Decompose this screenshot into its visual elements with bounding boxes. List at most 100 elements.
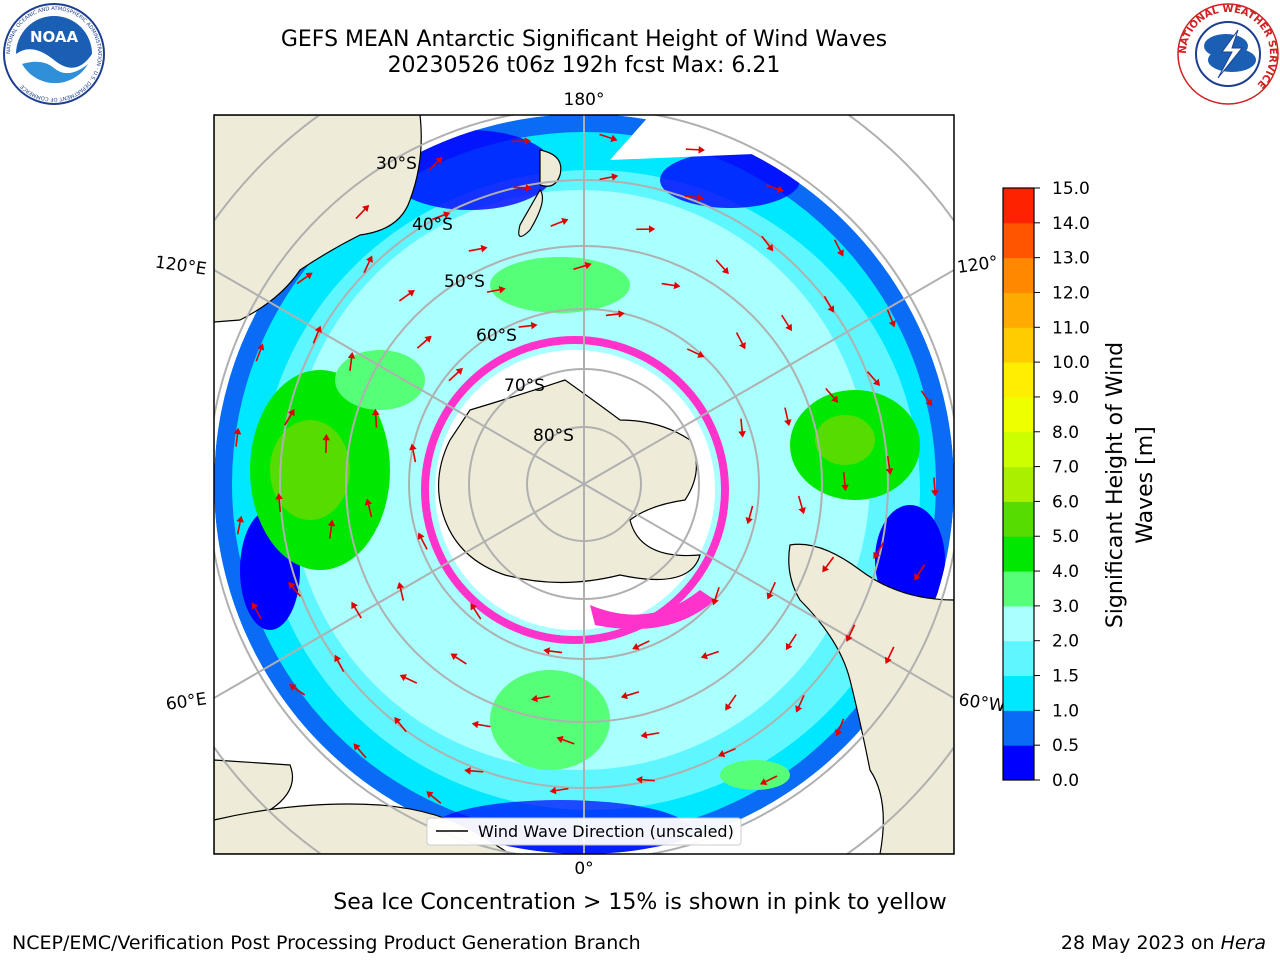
wave-direction-arrow-head xyxy=(776,185,784,193)
wave-direction-arrow-shaft xyxy=(705,650,720,657)
wave-direction-arrow-shaft xyxy=(328,524,333,539)
wave-direction-arrow-head xyxy=(745,517,753,525)
wave-direction-arrow-head xyxy=(525,184,533,192)
wave-direction-arrow-head xyxy=(873,551,880,560)
wave-direction-arrow-head xyxy=(530,694,538,703)
colorbar-tick-label: 1.0 xyxy=(1052,701,1079,721)
colorbar-tick-label: 15.0 xyxy=(1052,179,1090,199)
colorbar-tick-label: 7.0 xyxy=(1052,458,1079,478)
wave-direction-arrow-head xyxy=(718,750,726,758)
lon-label-60e: 60°E xyxy=(165,689,208,714)
wave-direction-arrow-shaft xyxy=(599,133,614,140)
wave-direction-arrow-shaft xyxy=(920,390,930,403)
wave-direction-arrow-head xyxy=(835,729,843,737)
wave-direction-arrow-shaft xyxy=(573,264,588,271)
wave-direction-arrow-head xyxy=(371,408,380,416)
wave-direction-arrow-shaft xyxy=(713,587,720,601)
wave-direction-arrow-shaft xyxy=(735,332,744,346)
lat-label-50s: 50°S xyxy=(444,272,485,292)
wave-direction-arrow-shaft xyxy=(797,495,804,510)
wave-direction-arrow-head xyxy=(289,684,297,691)
wave-direction-arrow-shaft xyxy=(253,606,262,620)
wave-direction-arrow-head xyxy=(739,341,746,350)
wave-direction-arrow-head xyxy=(549,786,557,795)
antarctica-landmass xyxy=(438,379,701,584)
wave-direction-arrow-shaft xyxy=(469,769,484,773)
wave-direction-arrow-head xyxy=(353,743,361,751)
wave-direction-arrow-shaft xyxy=(411,448,417,463)
wave-direction-arrow-shaft xyxy=(661,282,676,287)
wave-direction-arrow-shaft xyxy=(353,605,362,619)
colorbar-tick-label: 12.0 xyxy=(1052,283,1090,303)
wind-wave-direction-arrows xyxy=(233,133,939,805)
colorbar-swatch xyxy=(1003,292,1034,328)
wave-direction-arrow-head xyxy=(471,720,479,729)
colorbar-swatch xyxy=(1003,536,1034,572)
wave-direction-arrow-shaft xyxy=(636,640,650,648)
colorbar-swatch xyxy=(1003,431,1034,468)
colorbar-tick-label: 9.0 xyxy=(1052,388,1079,408)
colorbar-swatch xyxy=(1003,501,1034,537)
wave-direction-arrow-shaft xyxy=(748,505,754,520)
wave-direction-arrow-shaft xyxy=(842,472,846,487)
colorbar-swatch xyxy=(1003,257,1034,293)
wave-direction-arrow-shaft xyxy=(235,432,239,447)
colorbar-swatch xyxy=(1003,571,1034,607)
wave-direction-arrow-head xyxy=(827,305,835,313)
lat-label-40s: 40°S xyxy=(412,215,453,235)
south-america-landmass xyxy=(788,543,954,854)
colorbar-swatch xyxy=(1003,675,1034,711)
wave-direction-arrow-head xyxy=(561,217,569,226)
wave-direction-arrow-head xyxy=(766,244,774,252)
wave-direction-arrow-shaft xyxy=(290,585,302,597)
wave-direction-arrow-shaft xyxy=(428,159,440,171)
date-text: 28 May 2023 on xyxy=(1060,932,1221,954)
wave-direction-arrow-head xyxy=(785,642,793,651)
wave-direction-arrow-head xyxy=(931,489,939,497)
wave-direction-arrow-shaft xyxy=(432,213,446,221)
wave-direction-arrow-shaft xyxy=(468,247,483,252)
wave-direction-arrow-head xyxy=(543,647,550,655)
wave-direction-arrow-head xyxy=(822,565,830,573)
wave-direction-arrow-shaft xyxy=(768,581,776,596)
wave-direction-arrow-shaft xyxy=(797,694,805,709)
wave-direction-arrow-shaft xyxy=(448,370,460,382)
wave-direction-arrow-head xyxy=(711,598,719,606)
colorbar-swatch xyxy=(1003,466,1034,502)
colorbar-swatch xyxy=(1003,362,1034,398)
map-legend: Wind Wave Direction (unscaled) xyxy=(426,817,742,846)
wave-direction-arrow-head xyxy=(620,691,628,700)
wave-direction-arrow-head xyxy=(455,367,463,375)
wave-direction-arrow-head xyxy=(673,281,681,290)
wave-direction-arrow-shaft xyxy=(355,207,367,220)
wave-direction-arrow-head xyxy=(288,581,296,590)
wave-direction-arrow-shaft xyxy=(296,274,309,285)
wave-direction-arrow-shaft xyxy=(472,606,482,620)
wave-direction-arrow-head xyxy=(766,592,774,600)
colorbar-tick-label: 8.0 xyxy=(1052,423,1079,443)
wave-direction-arrow-head xyxy=(700,652,708,660)
wave-direction-arrow-head xyxy=(584,261,592,270)
wave-direction-arrow-shaft xyxy=(837,718,845,733)
colorbar-swatch xyxy=(1003,188,1034,224)
wave-direction-arrow-shaft xyxy=(764,775,778,783)
noaa-logo-text: NOAA xyxy=(30,28,79,46)
wave-direction-arrow-head xyxy=(450,653,458,661)
colorbar-label-line1: Significant Height of Wind xyxy=(1103,342,1128,628)
legend-label: Wind Wave Direction (unscaled) xyxy=(478,822,734,841)
wave-direction-arrow-shaft xyxy=(284,412,293,426)
wave-direction-arrow-shaft xyxy=(554,787,569,792)
wave-direction-arrow-shaft xyxy=(363,259,371,274)
chart-title: GEFS MEAN Antarctic Significant Height o… xyxy=(280,27,888,52)
colorbar-swatch xyxy=(1003,640,1034,677)
wave-direction-arrow-shaft xyxy=(599,175,614,181)
wave-direction-arrow-head xyxy=(351,601,358,610)
wave-direction-arrow-head xyxy=(498,286,506,294)
graticule xyxy=(214,115,954,854)
wave-direction-arrow-head xyxy=(407,289,415,297)
wave-direction-arrow-shaft xyxy=(685,148,700,151)
colorbar-tick-label: 3.0 xyxy=(1052,597,1079,617)
wave-direction-arrow-head xyxy=(288,408,295,417)
wave-direction-arrow-shaft xyxy=(374,413,378,428)
colorbar-swatch xyxy=(1003,605,1034,642)
